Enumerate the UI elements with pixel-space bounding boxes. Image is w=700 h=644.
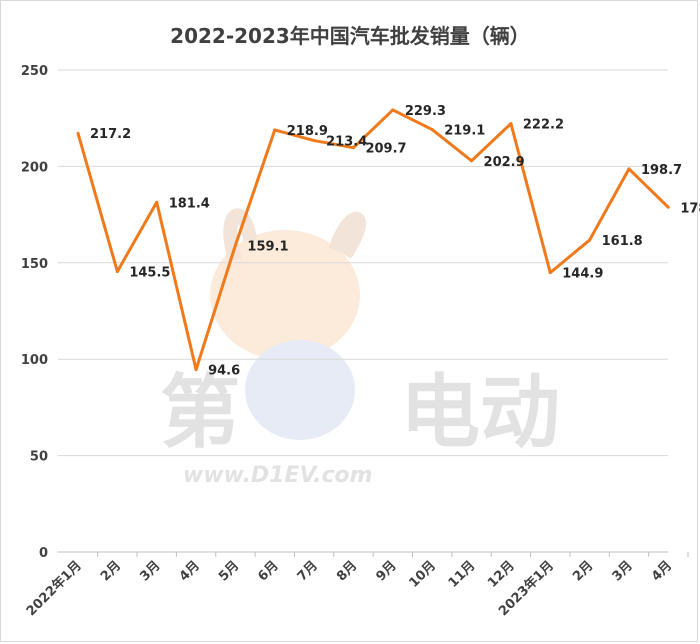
mascot-body-shape <box>245 340 355 440</box>
data-label: 209.7 <box>365 142 406 157</box>
watermark-url: www.D1EV.com <box>183 463 373 488</box>
x-tick-label: 8月 <box>334 558 360 584</box>
data-label: 202.9 <box>484 155 525 170</box>
x-tick-label: 11月 <box>446 558 479 591</box>
data-label: 159.1 <box>247 239 288 254</box>
data-label: 198.7 <box>641 163 682 178</box>
data-point <box>233 243 237 247</box>
y-tick-label: 50 <box>30 450 48 465</box>
x-tick-label: 7月 <box>295 558 321 584</box>
x-tick-label: 12月 <box>485 558 518 591</box>
chart-title: 2022-2023年中国汽车批发销量（辆） <box>170 24 530 48</box>
y-tick-label: 200 <box>21 160 48 175</box>
watermark-brand-left: 第 <box>160 366 240 459</box>
data-point <box>155 200 159 204</box>
x-tick-label: 6月 <box>255 558 281 584</box>
y-tick-label: 150 <box>21 257 48 272</box>
data-label: 229.3 <box>405 104 446 119</box>
mascot-antlers-shape <box>223 208 366 263</box>
series-line-0 <box>76 108 670 372</box>
y-tick-label: 100 <box>21 353 48 368</box>
data-point <box>509 122 513 126</box>
x-tick-label: 4月 <box>649 558 675 584</box>
data-label: 213.4 <box>326 135 367 150</box>
data-label: 178.8 <box>680 201 700 216</box>
series-line <box>76 108 670 372</box>
data-label: 145.5 <box>129 265 170 280</box>
data-point <box>312 139 316 143</box>
x-tick-label: 2022年1月 <box>23 558 85 620</box>
data-point <box>115 269 119 273</box>
data-label: 222.2 <box>523 118 564 133</box>
data-point <box>391 108 395 112</box>
data-label: 217.2 <box>90 127 131 142</box>
y-tick-label: 0 <box>39 546 48 561</box>
watermark-brand-right: 电动 <box>400 366 560 459</box>
data-point <box>627 167 631 171</box>
data-label: 218.9 <box>287 124 328 139</box>
data-point <box>548 271 552 275</box>
x-tick-label: 3月 <box>137 558 163 584</box>
watermark: 第 电动 www.D1EV.com <box>160 208 560 488</box>
data-point <box>273 128 277 132</box>
x-tick-label: 2月 <box>570 558 596 584</box>
data-label: 94.6 <box>208 364 240 379</box>
x-tick-label: 9月 <box>373 558 399 584</box>
data-label: 161.8 <box>602 234 643 249</box>
x-tick-label: 5月 <box>216 558 242 584</box>
y-tick-label: 250 <box>21 64 48 79</box>
x-tick-label: 2月 <box>98 558 124 584</box>
data-point <box>194 368 198 372</box>
data-point <box>76 131 80 135</box>
x-tick-label: 3月 <box>610 558 636 584</box>
data-point <box>588 238 592 242</box>
y-axis: 0 50 100 150 200 250 <box>21 64 48 561</box>
data-point <box>470 159 474 163</box>
data-point <box>351 146 355 150</box>
data-label: 144.9 <box>562 267 603 282</box>
data-point <box>430 128 434 132</box>
data-label: 181.4 <box>169 196 210 211</box>
x-tick-label: 10月 <box>406 558 439 591</box>
data-label: 219.1 <box>444 124 485 139</box>
gridlines <box>58 69 668 553</box>
x-tick-label: 4月 <box>177 558 203 584</box>
data-point <box>666 205 670 209</box>
